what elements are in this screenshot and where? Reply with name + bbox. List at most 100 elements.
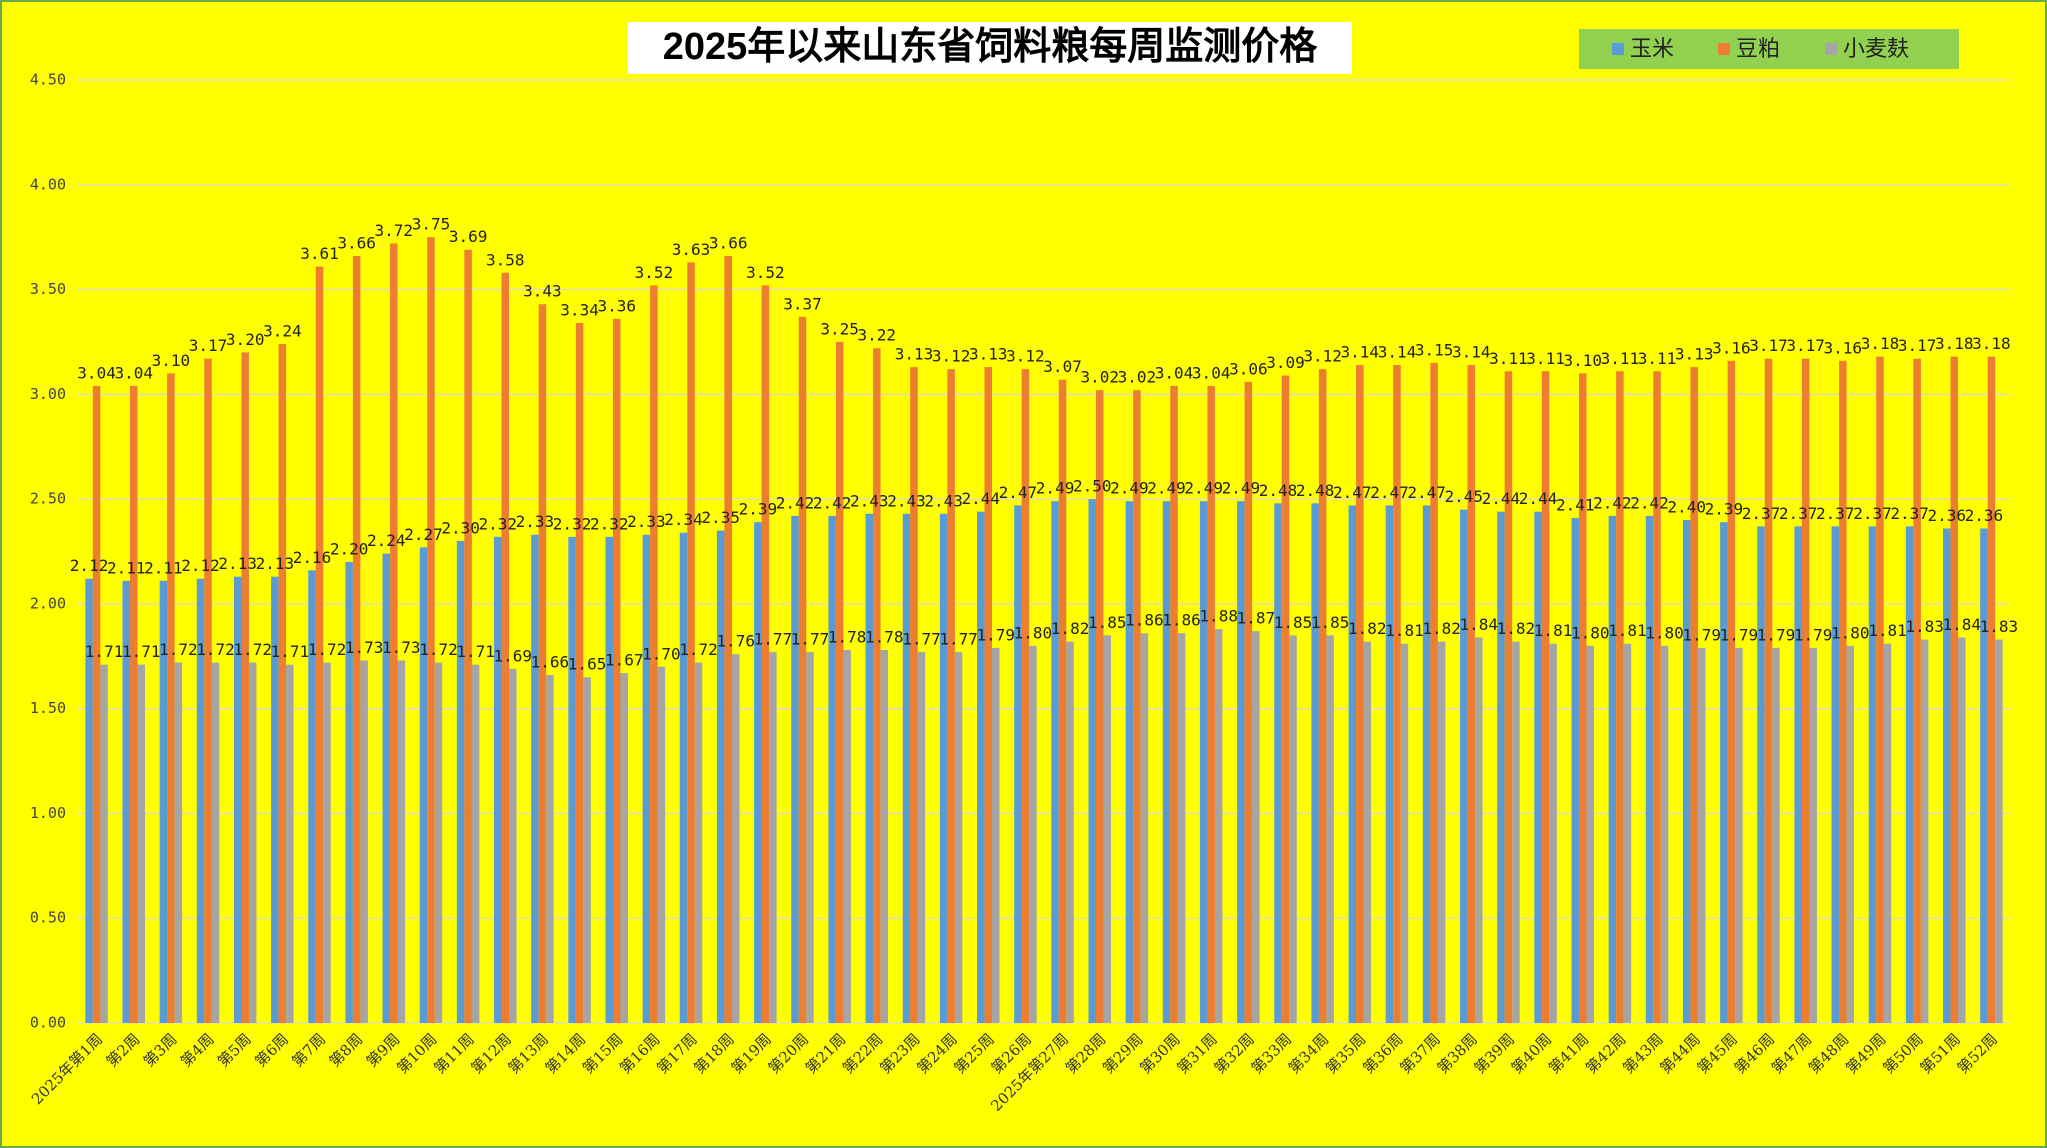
bar: [1133, 390, 1141, 1023]
bar: [865, 513, 874, 1023]
bar: [315, 266, 324, 1023]
bar: [835, 341, 844, 1023]
legend-label: 玉米: [1630, 36, 1674, 61]
bar: [1697, 647, 1706, 1023]
data-label: 3.02: [1080, 368, 1119, 387]
bar: [1497, 511, 1505, 1023]
legend: 玉米 豆粕 小麦麸: [1612, 36, 1909, 61]
data-label: 1.87: [1237, 609, 1276, 628]
y-tick-label: 4.50: [30, 71, 66, 89]
data-label: 3.04: [77, 363, 116, 382]
bar: [1846, 645, 1855, 1023]
bar: [1794, 526, 1802, 1023]
data-label: 2.33: [516, 512, 555, 531]
bar: [1103, 635, 1111, 1023]
data-label: 1.77: [791, 630, 830, 649]
data-label: 2.30: [441, 519, 480, 538]
bar: [248, 662, 257, 1023]
data-label: 1.73: [345, 638, 384, 657]
data-label: 3.15: [1415, 340, 1454, 359]
bar: [345, 561, 353, 1023]
bar: [1958, 637, 1966, 1023]
data-label: 3.10: [152, 351, 191, 370]
data-label: 1.72: [308, 640, 347, 659]
bar: [1586, 645, 1594, 1023]
bar: [1170, 385, 1178, 1023]
bar: [992, 647, 1000, 1023]
data-label: 1.77: [902, 630, 941, 649]
bar: [1460, 509, 1468, 1024]
bar: [1125, 501, 1134, 1023]
data-label: 1.80: [1571, 623, 1610, 642]
bar: [1720, 522, 1728, 1023]
data-label: 1.71: [85, 642, 124, 661]
data-label: 1.86: [1125, 611, 1164, 630]
bar: [100, 664, 108, 1023]
bar: [1207, 385, 1215, 1023]
bar: [694, 662, 703, 1023]
bar: [204, 358, 212, 1024]
data-label: 2.43: [850, 491, 889, 510]
bar: [509, 668, 517, 1023]
data-label: 2.37: [1890, 504, 1929, 523]
data-label: 2.36: [1965, 506, 2004, 525]
bar: [167, 373, 175, 1023]
data-label: 2.32: [479, 514, 518, 533]
bar: [1801, 358, 1810, 1024]
data-label: 3.12: [1006, 347, 1045, 366]
y-tick-label: 2.00: [30, 594, 66, 612]
data-label: 1.78: [828, 627, 867, 646]
bar: [1289, 635, 1297, 1023]
data-label: 2.47: [1407, 483, 1446, 502]
bar: [731, 654, 740, 1023]
data-label: 3.37: [783, 294, 822, 313]
data-label: 3.36: [597, 296, 636, 315]
legend-swatch: [1612, 43, 1624, 55]
bar: [1995, 639, 2003, 1023]
data-label: 2.44: [1519, 489, 1558, 508]
bar: [471, 664, 480, 1023]
data-label: 2.42: [776, 493, 815, 512]
bar: [1653, 371, 1661, 1023]
data-label: 1.72: [679, 640, 718, 659]
legend-label: 小麦麸: [1843, 36, 1909, 61]
data-label: 3.11: [1638, 349, 1677, 368]
bar: [159, 580, 168, 1023]
data-label: 2.40: [1667, 498, 1706, 517]
data-label: 2.11: [107, 558, 146, 577]
data-label: 2.47: [1370, 483, 1409, 502]
data-label: 2.44: [962, 489, 1001, 508]
bar: [1980, 528, 1988, 1023]
data-label: 2.37: [1742, 504, 1781, 523]
bar: [1088, 499, 1096, 1024]
data-label: 2.33: [627, 512, 666, 531]
bar: [1549, 643, 1557, 1023]
bar: [798, 316, 807, 1023]
bar: [769, 652, 777, 1023]
data-label: 2.11: [144, 558, 183, 577]
data-label: 1.79: [1682, 625, 1721, 644]
data-label: 1.82: [1497, 619, 1536, 638]
bar: [724, 256, 732, 1023]
data-label: 3.11: [1526, 349, 1565, 368]
bar: [1400, 643, 1409, 1023]
data-label: 2.42: [813, 493, 852, 512]
data-label: 3.02: [1118, 368, 1157, 387]
data-label: 1.79: [1757, 625, 1796, 644]
data-label: 1.72: [159, 640, 198, 659]
bar: [1905, 526, 1914, 1023]
bar: [1274, 503, 1282, 1023]
bar: [1021, 369, 1030, 1024]
data-label: 3.22: [858, 326, 897, 345]
bar: [1385, 505, 1394, 1023]
data-label: 1.72: [233, 640, 272, 659]
bar: [583, 677, 591, 1023]
y-tick-label: 3.00: [30, 385, 66, 403]
data-label: 3.13: [969, 345, 1008, 364]
bar: [873, 348, 881, 1024]
data-label: 3.11: [1601, 349, 1640, 368]
bar: [464, 249, 472, 1024]
data-label: 1.79: [1720, 625, 1759, 644]
data-label: 1.80: [1645, 623, 1684, 642]
